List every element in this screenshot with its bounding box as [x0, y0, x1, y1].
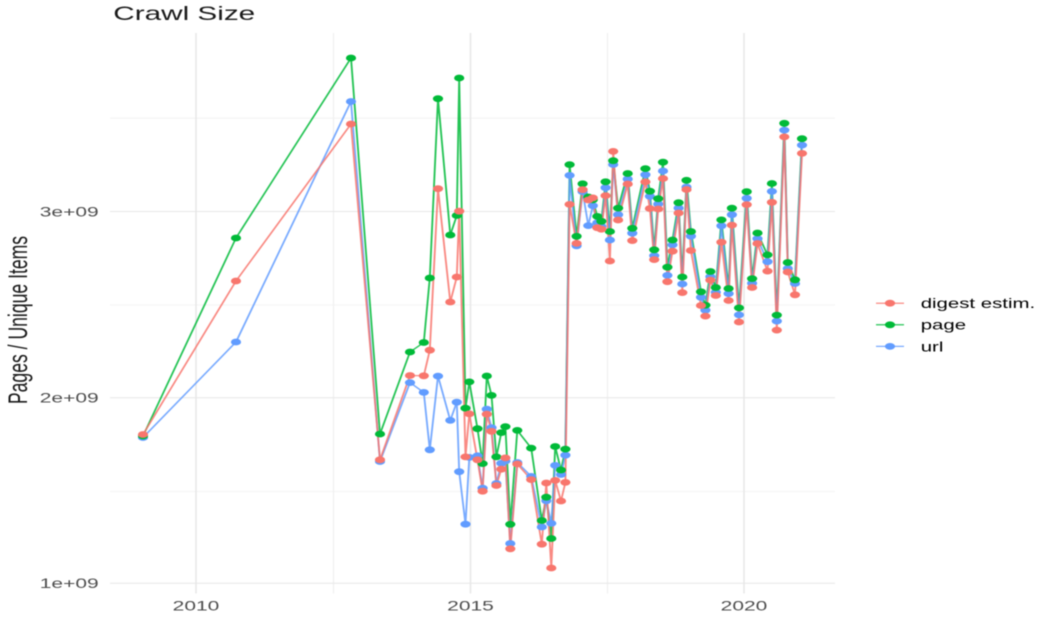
svg-text:2015: 2015: [447, 598, 494, 614]
svg-text:2020: 2020: [721, 598, 768, 614]
svg-text:url: url: [921, 339, 944, 355]
svg-text:1e+09: 1e+09: [40, 576, 99, 592]
svg-text:digest estim.: digest estim.: [921, 296, 1035, 312]
svg-text:Crawl Size: Crawl Size: [113, 3, 255, 25]
svg-text:2e+09: 2e+09: [40, 390, 99, 406]
svg-text:Pages / Unique Items: Pages / Unique Items: [3, 236, 32, 404]
svg-text:3e+09: 3e+09: [40, 204, 99, 220]
svg-text:page: page: [921, 317, 966, 333]
svg-text:2010: 2010: [173, 598, 220, 614]
